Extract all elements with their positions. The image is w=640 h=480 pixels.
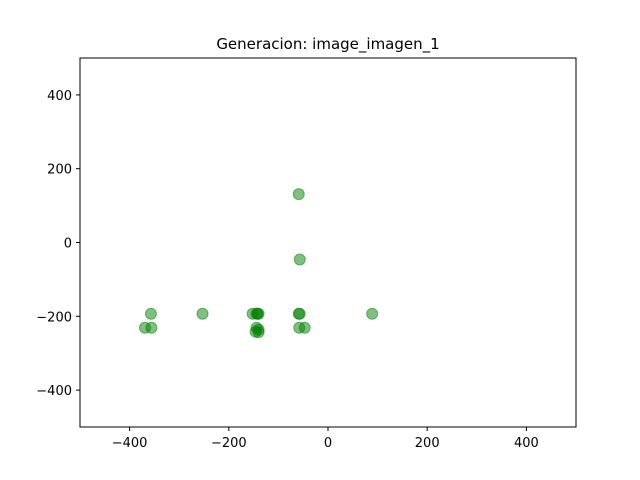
data-point — [293, 253, 306, 266]
data-point — [196, 307, 209, 320]
y-tick-label: 200 — [47, 163, 72, 178]
y-tick-label: −400 — [36, 384, 72, 399]
data-point — [298, 321, 311, 334]
x-tick-label: −400 — [112, 436, 148, 451]
data-point — [252, 326, 265, 339]
chart-title: Generacion: image_imagen_1 — [216, 35, 439, 54]
y-axis: −400 −200 0 200 400 — [36, 89, 80, 399]
x-axis: −400 −200 0 200 400 — [112, 427, 539, 451]
y-tick-label: −200 — [36, 310, 72, 325]
data-point — [252, 307, 265, 320]
data-point — [144, 307, 157, 320]
data-point — [145, 321, 158, 334]
x-tick-label: −200 — [211, 436, 247, 451]
y-tick-label: 400 — [47, 89, 72, 104]
data-point — [366, 307, 379, 320]
y-tick-label: 0 — [64, 237, 72, 252]
data-point — [293, 307, 306, 320]
data-point — [292, 188, 305, 201]
x-tick-label: 200 — [415, 436, 440, 451]
data-points — [138, 188, 379, 339]
x-tick-label: 400 — [514, 436, 539, 451]
plot-frame — [79, 57, 577, 428]
x-tick-label: 0 — [324, 436, 332, 451]
